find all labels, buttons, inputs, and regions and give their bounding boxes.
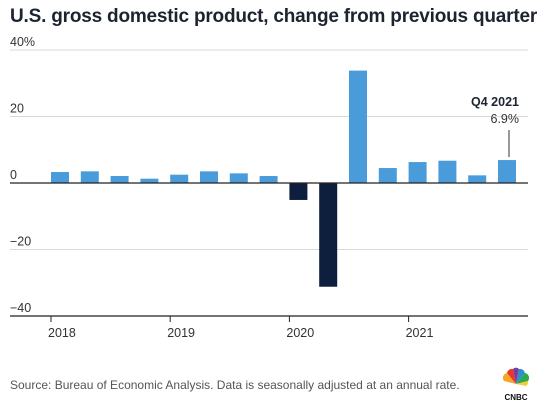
- bar: [438, 160, 457, 183]
- bar: [200, 171, 218, 183]
- annotation-value: 6.9%: [491, 112, 520, 126]
- y-tick-label: 40%: [10, 35, 35, 49]
- bar: [408, 162, 427, 183]
- bar: [349, 70, 367, 183]
- bar: [468, 175, 487, 183]
- logo-text: CNBC: [504, 393, 527, 402]
- bar: [140, 178, 159, 183]
- bar: [378, 168, 397, 183]
- annotation-label: Q4 2021: [471, 95, 519, 109]
- source-note: Source: Bureau of Economic Analysis. Dat…: [10, 378, 460, 392]
- axes: [10, 182, 528, 322]
- bar-chart: 40% 20 0 −20 −40 2018 2019 2020 2021 Q4 2021 6.9%: [10, 35, 528, 340]
- bar: [229, 173, 248, 183]
- bar: [289, 183, 308, 200]
- x-tick-label: 2020: [286, 326, 314, 340]
- y-tick-label: 0: [10, 168, 17, 182]
- x-tick-label: 2019: [167, 326, 195, 340]
- bar: [80, 171, 99, 183]
- cnbc-peacock-logo: CNBC: [502, 367, 530, 402]
- chart-title: U.S. gross domestic product, change from…: [10, 6, 538, 27]
- x-tick-label: 2018: [48, 326, 76, 340]
- bars: [51, 70, 516, 287]
- y-tick-label: 20: [10, 102, 24, 116]
- y-tick-label: −20: [10, 235, 31, 249]
- annotation: Q4 2021 6.9%: [471, 95, 520, 158]
- bar: [498, 160, 516, 183]
- bar: [170, 174, 189, 183]
- bar: [259, 176, 278, 183]
- y-tick-label: −40: [10, 301, 31, 315]
- axis-labels: 40% 20 0 −20 −40 2018 2019 2020 2021: [10, 35, 433, 340]
- bar: [110, 176, 129, 183]
- x-tick-label: 2021: [406, 326, 434, 340]
- bar: [51, 172, 69, 183]
- bar: [319, 183, 338, 287]
